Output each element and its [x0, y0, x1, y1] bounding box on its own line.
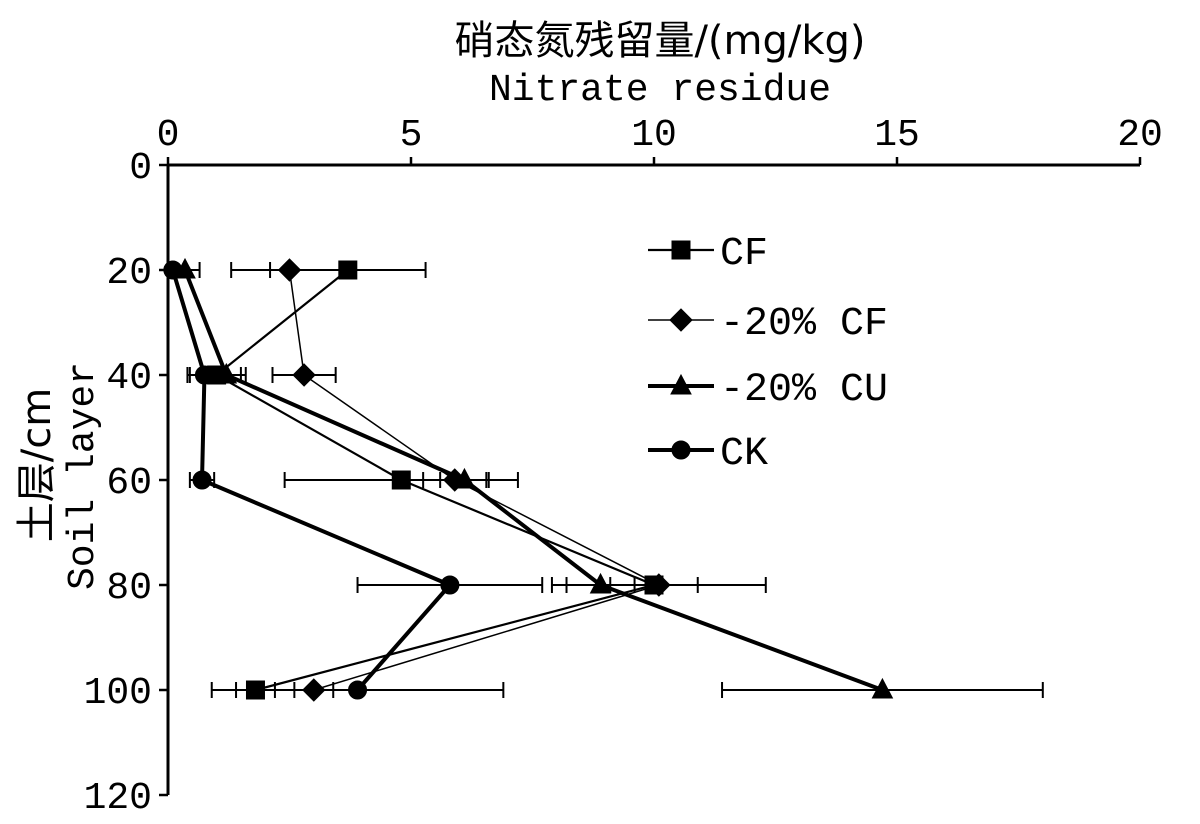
- x-axis-title-cn: 硝态氮残留量/(mg/kg): [454, 18, 865, 64]
- axes: 0 5 10 15 20 0 20 40 60 80 100 120: [84, 114, 1163, 820]
- y-axis-title-cn: 土层/cm: [14, 388, 60, 542]
- point-cf-60: [391, 470, 411, 490]
- point-minus-20pct-cf-40: [292, 363, 316, 387]
- x-axis-title-en: Nitrate residue: [489, 69, 831, 112]
- point-minus-20pct-cu-80: [589, 572, 612, 594]
- error-bars: [169, 262, 1044, 698]
- y-tick-label: 20: [106, 252, 152, 295]
- point-minus-20pct-cu-60: [453, 467, 476, 489]
- x-tick-label: 15: [874, 114, 920, 157]
- y-tick-label: 100: [84, 672, 152, 715]
- series-markers: [163, 257, 894, 702]
- point-ck-100: [348, 680, 368, 700]
- x-tick-label: 0: [157, 114, 180, 157]
- y-axis-title-en: Soil layer: [62, 362, 105, 590]
- legend-label: -20% CU: [720, 368, 888, 413]
- legend-label: CF: [720, 232, 768, 277]
- legend-label: -20% CF: [720, 302, 888, 347]
- legend: CF -20% CF -20% CU CK: [648, 232, 888, 477]
- point-cf-100: [245, 680, 265, 700]
- point-minus-20pct-cf-20: [277, 258, 302, 282]
- legend-marker-triangle: [670, 373, 692, 395]
- point-minus-20pct-cu-100: [871, 677, 894, 699]
- point-ck-80: [440, 575, 460, 595]
- y-tick-label: 80: [106, 567, 152, 610]
- legend-item-minus-20pct-cu: -20% CU: [648, 368, 888, 413]
- legend-marker-square: [671, 240, 691, 260]
- point-minus-20pct-cf-100: [302, 678, 326, 702]
- legend-item-ck: CK: [648, 432, 768, 477]
- x-tick-label: 20: [1117, 114, 1163, 157]
- y-tick-label: 0: [129, 147, 152, 190]
- y-tick-label: 40: [106, 357, 152, 400]
- legend-marker-circle: [671, 440, 691, 460]
- x-tick-label: 5: [400, 114, 423, 157]
- legend-item-minus-20pct-cf: -20% CF: [648, 302, 888, 347]
- legend-label: CK: [720, 432, 768, 477]
- point-minus-20pct-cu-40: [215, 362, 238, 384]
- y-tick-label: 120: [84, 777, 152, 820]
- x-tick-label: 10: [631, 114, 677, 157]
- point-ck-60: [192, 470, 212, 490]
- legend-item-cf: CF: [648, 232, 768, 277]
- point-ck-20: [163, 260, 183, 280]
- point-minus-20pct-cf-80: [647, 573, 671, 597]
- point-ck-40: [194, 365, 214, 385]
- y-tick-label: 60: [106, 462, 152, 505]
- point-cf-20: [338, 260, 358, 280]
- legend-marker-diamond: [669, 308, 693, 332]
